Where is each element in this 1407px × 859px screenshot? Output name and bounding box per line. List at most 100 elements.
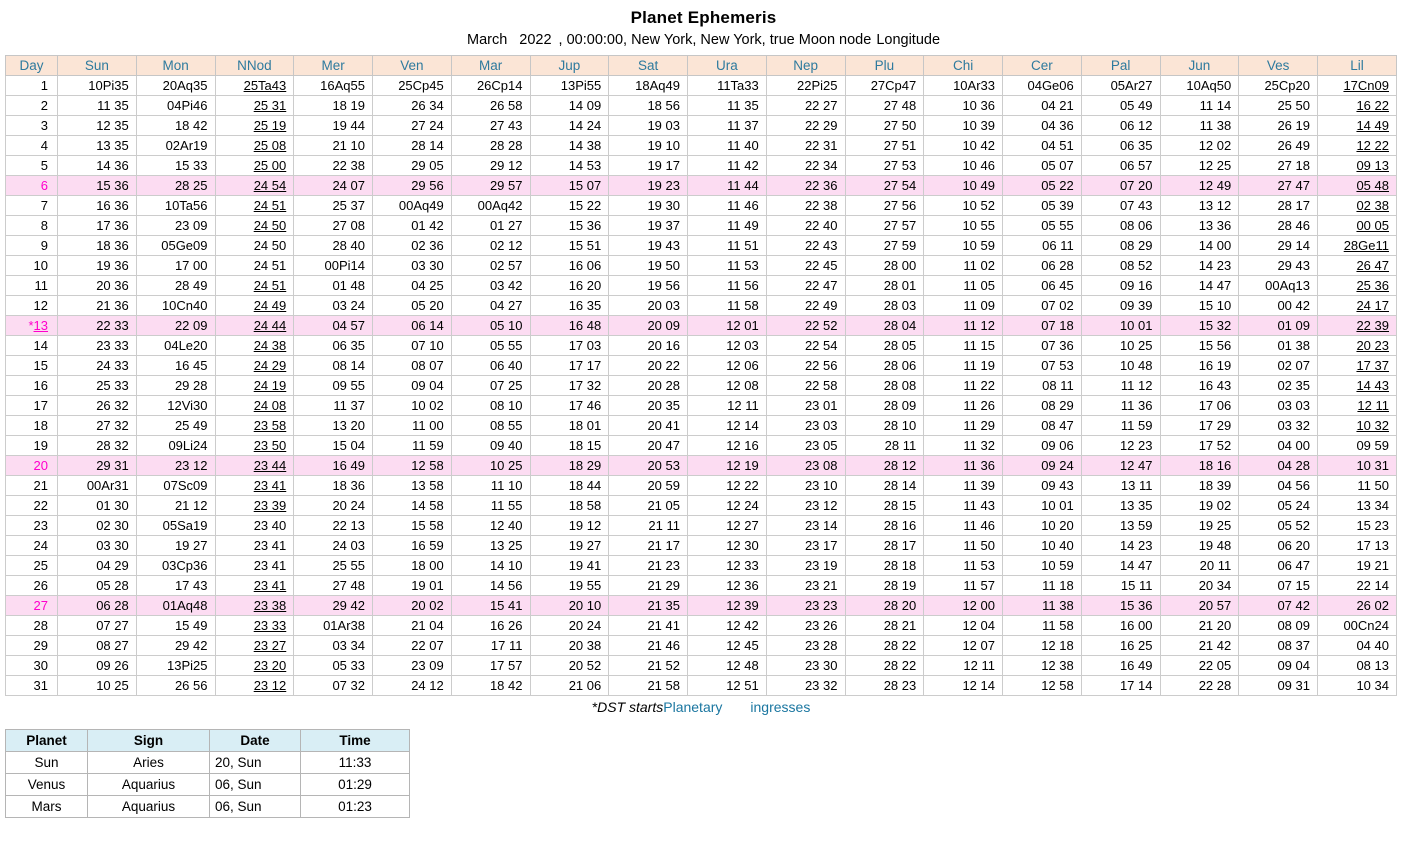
ephemeris-cell: 13 35 [1080,495,1161,516]
ephemeris-cell: 09 40 [450,435,531,456]
ephemeris-cell: 22 31 [765,135,846,156]
ephemeris-cell: 13 59 [1080,515,1161,536]
ephemeris-cell: 11 49 [687,215,767,236]
ephemeris-cell: 08 06 [1080,215,1161,236]
ephemeris-cell: 22 29 [765,115,846,136]
planetary-ingresses-link-part1[interactable]: Planetary [663,699,723,715]
ephemeris-cell: 10 55 [923,215,1003,236]
ephemeris-cell: 19 43 [608,235,688,256]
ephemeris-cell: 24 33 [57,355,137,376]
ephemeris-row: 15 24 33 16 45 24 29 08 14 08 07 06 40 17 17 20 … [5,355,1397,376]
ephemeris-cell: 04 27 [450,295,531,316]
ephemeris-cell: 12 00 [923,595,1003,616]
ephemeris-cell: 10 52 [923,195,1003,216]
ephemeris-cell: 29 42 [135,635,216,656]
ingress-cell: Aries [87,751,210,774]
ephemeris-cell: 09 31 [1238,675,1318,696]
ephemeris-cell: 20Aq35 [135,75,216,96]
ephemeris-cell: 25 33 [57,375,137,396]
ephemeris-cell: 15 11 [1080,575,1161,596]
ephemeris-cell: 23 27 [214,635,295,656]
ephemeris-cell: 16 36 [57,195,137,216]
ephemeris-cell: 11 18 [1002,575,1082,596]
ephemeris-cell: 12 38 [1002,655,1082,676]
ephemeris-cell: 06 47 [1238,555,1318,576]
ephemeris-cell: 20 52 [529,655,610,676]
ephemeris-row: 27 06 28 01Aq48 23 38 29 42 20 02 15 41 20 10 21… [5,595,1397,616]
ingress-cell: 01:29 [300,773,410,796]
ephemeris-cell: 10Aq50 [1159,75,1240,96]
ephemeris-cell: 19 02 [1159,495,1240,516]
ephemeris-cell: 17 52 [1159,435,1240,456]
ephemeris-cell: 27 54 [844,175,925,196]
ephemeris-cell: 08 52 [1080,255,1161,276]
ephemeris-cell: 08 13 [1317,655,1397,676]
ephemeris-cell: 28 03 [844,295,925,316]
planetary-ingresses-link-part2[interactable]: ingresses [750,699,811,715]
ingress-column-header-time: Time [300,729,410,752]
ephemeris-cell: 06 28 [57,595,137,616]
ephemeris-cell: 11 12 [923,315,1003,336]
day-cell: 26 [5,575,58,596]
ephemeris-cell: 29 14 [1238,235,1318,256]
ephemeris-cell: 20 41 [608,415,688,436]
ephemeris-cell: 23 33 [57,335,137,356]
ephemeris-cell: 20 47 [608,435,688,456]
ephemeris-cell: 14 23 [1159,255,1240,276]
ephemeris-cell: 27 56 [844,195,925,216]
ephemeris-cell: 11 46 [687,195,767,216]
ephemeris-cell: 11Ta33 [687,75,767,96]
ephemeris-cell: 02 12 [450,235,531,256]
ephemeris-cell: 11 36 [923,455,1003,476]
ephemeris-cell: 18 15 [529,435,610,456]
ephemeris-cell: 14 49 [1317,115,1397,136]
ephemeris-cell: 20 03 [608,295,688,316]
ephemeris-cell: 27 08 [293,215,373,236]
ephemeris-cell: 10Cn40 [135,295,216,316]
ephemeris-cell: 29 31 [57,455,137,476]
ephemeris-cell: 23 26 [765,615,846,636]
ephemeris-cell: 12 42 [687,615,767,636]
ingress-cell: 11:33 [300,751,410,774]
ephemeris-cell: 22 13 [293,515,373,536]
day-cell: 15 [5,355,58,376]
ephemeris-cell: 23 32 [765,675,846,696]
ephemeris-cell: 11 09 [923,295,1003,316]
ephemeris-cell: 05 55 [1002,215,1082,236]
ephemeris-cell: 20 57 [1159,595,1240,616]
ingress-column-header-planet: Planet [5,729,88,752]
ephemeris-cell: 17 29 [1159,415,1240,436]
ephemeris-cell: 28 15 [844,495,925,516]
ephemeris-cell: 05Sa19 [135,515,216,536]
ephemeris-cell: 10Ar33 [923,75,1003,96]
day-cell: 25 [5,555,58,576]
ephemeris-cell: 23 33 [214,615,295,636]
ephemeris-cell: 06 14 [372,315,452,336]
ephemeris-cell: 11 40 [687,135,767,156]
ephemeris-cell: 09 24 [1002,455,1082,476]
ingress-column-header-date: Date [209,729,301,752]
ephemeris-cell: 28 18 [844,555,925,576]
ephemeris-row: 25 04 29 03Cp36 23 41 25 55 18 00 14 10 19 41 21… [5,555,1397,576]
ephemeris-cell: 13 35 [57,135,137,156]
ephemeris-cell: 17 17 [529,355,610,376]
ephemeris-cell: 23 39 [214,495,295,516]
ephemeris-cell: 20 53 [608,455,688,476]
ephemeris-cell: 11 53 [687,255,767,276]
ephemeris-cell: 06 35 [293,335,373,356]
ephemeris-cell: 25 31 [214,95,295,116]
ephemeris-cell: 19 56 [608,275,688,296]
ephemeris-cell: 00Aq42 [450,195,531,216]
ephemeris-cell: 15 33 [135,155,216,176]
ephemeris-cell: 01 38 [1238,335,1318,356]
ephemeris-cell: 23 38 [214,595,295,616]
ephemeris-cell: 11 56 [687,275,767,296]
ephemeris-cell: 26 02 [1317,595,1397,616]
ephemeris-cell: 15 36 [1080,595,1161,616]
ephemeris-cell: 15 36 [529,215,610,236]
ephemeris-cell: 05 48 [1317,175,1397,196]
ephemeris-cell: 09 55 [293,375,373,396]
ephemeris-cell: 13Pi55 [529,75,610,96]
ephemeris-cell: 21 35 [608,595,688,616]
ephemeris-cell: 10 34 [1317,675,1397,696]
